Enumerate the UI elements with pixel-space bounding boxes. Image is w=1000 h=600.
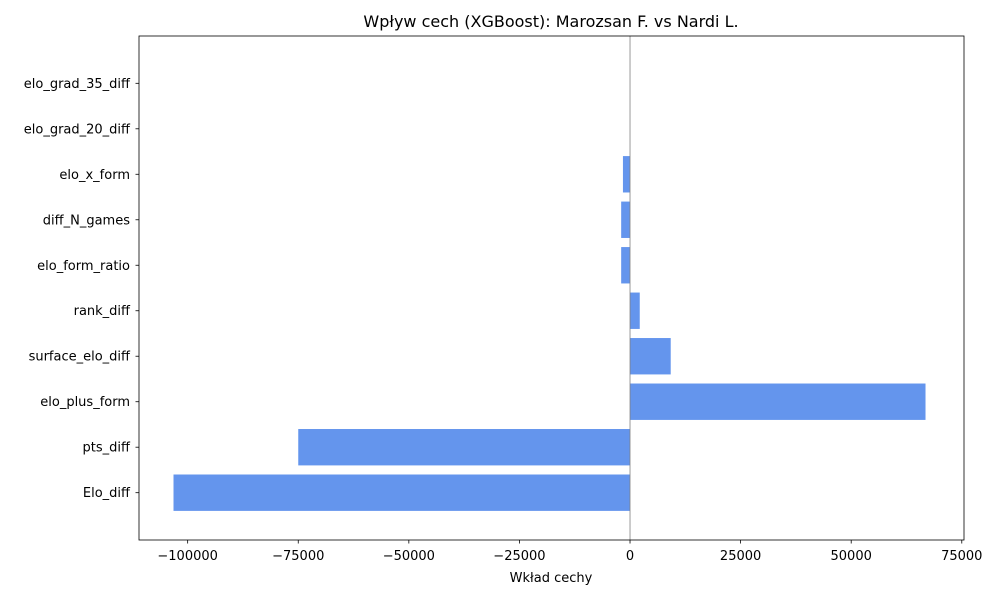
bar-elo_plus_form [630,383,926,420]
y-tick-label: elo_form_ratio [37,259,130,274]
x-axis-label: Wkład cechy [510,571,593,586]
x-tick-label: 0 [626,549,634,564]
x-axis: −100000 −75000 −50000 −25000 0 25000 50000 7500… [157,540,982,564]
bars-layer [173,156,926,511]
y-tick-label: elo_grad_20_diff [24,122,131,137]
x-tick-label: −100000 [157,549,218,564]
x-tick-label: −50000 [383,549,435,564]
plot-frame [138,35,965,541]
y-tick-label: rank_diff [74,304,131,319]
y-tick-label: pts_diff [83,441,131,456]
y-tick-label: Elo_diff [83,486,131,501]
x-tick-label: 75000 [941,549,982,564]
bar-diff_N_games [621,201,631,238]
y-tick-label: elo_plus_form [40,395,130,410]
y-axis: Elo_diff pts_diff elo_plus_form surface_elo… [24,77,139,501]
bar-surface_elo_diff [630,338,671,375]
bar-Elo_diff [173,474,631,511]
y-tick-label: elo_grad_35_diff [24,77,131,92]
x-tick-label: 50000 [831,549,872,564]
bar-rank_diff [630,292,640,329]
y-tick-label: elo_x_form [59,168,130,183]
bar-pts_diff [298,429,631,466]
x-tick-label: 25000 [720,549,761,564]
y-tick-label: surface_elo_diff [29,350,131,365]
bar-elo_form_ratio [621,247,631,284]
y-tick-label: diff_N_games [43,213,130,228]
x-tick-label: −75000 [272,549,324,564]
chart-title: Wpływ cech (XGBoost): Marozsan F. vs Nar… [363,12,738,31]
bar-elo_x_form [622,156,631,193]
x-tick-label: −25000 [493,549,545,564]
